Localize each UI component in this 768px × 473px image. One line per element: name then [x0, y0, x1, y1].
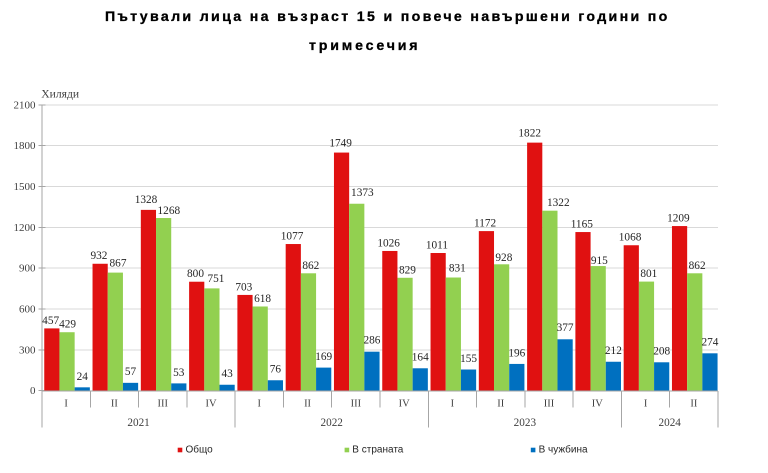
- svg-text:Общо: Общо: [186, 444, 214, 456]
- svg-text:I: I: [258, 399, 262, 410]
- svg-text:208: 208: [653, 346, 670, 358]
- svg-text:274: 274: [701, 337, 718, 349]
- svg-text:IV: IV: [399, 399, 410, 410]
- svg-text:1800: 1800: [14, 140, 37, 152]
- svg-text:932: 932: [90, 250, 107, 262]
- svg-text:43: 43: [221, 368, 233, 380]
- svg-text:2022: 2022: [321, 417, 343, 429]
- svg-text:164: 164: [412, 352, 429, 364]
- svg-text:831: 831: [449, 263, 466, 275]
- svg-text:I: I: [451, 399, 455, 410]
- svg-text:II: II: [304, 399, 311, 410]
- svg-text:915: 915: [591, 255, 608, 267]
- svg-text:III: III: [157, 399, 168, 410]
- svg-text:862: 862: [689, 260, 706, 272]
- svg-text:2023: 2023: [514, 417, 537, 429]
- svg-text:457: 457: [42, 315, 59, 327]
- svg-text:I: I: [644, 399, 648, 410]
- svg-text:2100: 2100: [14, 99, 37, 111]
- svg-text:IV: IV: [592, 399, 603, 410]
- svg-text:1077: 1077: [281, 230, 304, 242]
- svg-text:1500: 1500: [14, 181, 37, 193]
- svg-text:600: 600: [19, 304, 36, 316]
- svg-text:829: 829: [399, 264, 416, 276]
- svg-text:IV: IV: [205, 399, 216, 410]
- svg-text:III: III: [351, 399, 362, 410]
- svg-text:212: 212: [605, 345, 622, 357]
- svg-text:800: 800: [187, 268, 204, 280]
- svg-text:В чужбина: В чужбина: [539, 444, 588, 456]
- svg-text:I: I: [64, 399, 68, 410]
- svg-text:II: II: [111, 399, 118, 410]
- svg-text:1011: 1011: [426, 239, 448, 251]
- svg-text:1068: 1068: [619, 232, 642, 244]
- svg-text:900: 900: [19, 263, 36, 275]
- svg-text:24: 24: [77, 371, 89, 383]
- svg-text:53: 53: [173, 367, 185, 379]
- svg-text:867: 867: [110, 258, 127, 270]
- svg-text:2024: 2024: [659, 417, 682, 429]
- svg-text:В страната: В страната: [352, 445, 403, 456]
- svg-text:1200: 1200: [14, 222, 37, 234]
- svg-text:169: 169: [315, 351, 332, 363]
- svg-text:862: 862: [302, 260, 319, 272]
- svg-text:286: 286: [363, 335, 380, 347]
- svg-text:801: 801: [640, 268, 657, 280]
- svg-text:928: 928: [495, 252, 512, 264]
- svg-text:2021: 2021: [127, 417, 149, 429]
- svg-text:1749: 1749: [329, 137, 352, 149]
- svg-text:377: 377: [557, 322, 574, 334]
- svg-text:1026: 1026: [377, 237, 400, 249]
- svg-text:1268: 1268: [158, 205, 181, 217]
- svg-text:1373: 1373: [351, 187, 374, 199]
- svg-text:300: 300: [19, 344, 36, 356]
- svg-text:703: 703: [235, 281, 252, 293]
- svg-text:1322: 1322: [547, 197, 570, 209]
- svg-text:Хиляди: Хиляди: [41, 87, 79, 100]
- svg-text:1165: 1165: [571, 218, 594, 230]
- svg-text:618: 618: [254, 293, 271, 305]
- svg-text:II: II: [497, 399, 504, 410]
- svg-text:1209: 1209: [667, 212, 690, 224]
- svg-text:155: 155: [460, 353, 477, 365]
- svg-text:196: 196: [508, 347, 525, 359]
- svg-text:1328: 1328: [135, 194, 158, 206]
- svg-text:0: 0: [30, 385, 36, 397]
- svg-text:1822: 1822: [518, 128, 541, 140]
- svg-text:III: III: [544, 399, 555, 410]
- svg-text:1172: 1172: [474, 218, 497, 230]
- svg-text:751: 751: [208, 273, 225, 285]
- svg-text:57: 57: [125, 366, 137, 378]
- svg-text:II: II: [690, 399, 697, 410]
- svg-text:429: 429: [59, 319, 76, 331]
- svg-text:76: 76: [270, 364, 282, 376]
